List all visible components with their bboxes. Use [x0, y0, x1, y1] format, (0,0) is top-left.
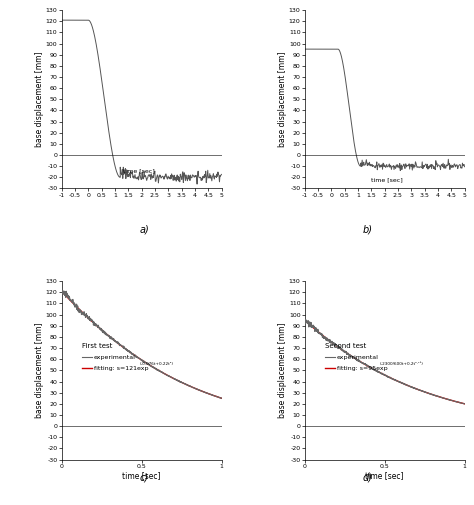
Text: a): a) — [140, 225, 149, 235]
Text: time [sec]: time [sec] — [371, 177, 403, 182]
Text: (-0.076t+0.22t²): (-0.076t+0.22t²) — [139, 362, 173, 366]
Y-axis label: base displacement [mm]: base displacement [mm] — [36, 323, 44, 418]
Text: d): d) — [362, 472, 373, 482]
Y-axis label: base displacement [mm]: base displacement [mm] — [278, 323, 287, 418]
Y-axis label: base displacement [mm]: base displacement [mm] — [278, 52, 287, 147]
Text: fitting: s=95exp: fitting: s=95exp — [337, 366, 387, 371]
Text: Second test: Second test — [326, 343, 367, 349]
Text: b): b) — [362, 225, 373, 235]
Text: time [sec]: time [sec] — [123, 168, 155, 173]
Text: experimental: experimental — [93, 355, 136, 360]
Y-axis label: base displacement [mm]: base displacement [mm] — [36, 52, 44, 147]
Text: (-2300/600t+0.2t²·¹⁶): (-2300/600t+0.2t²·¹⁶) — [380, 362, 424, 366]
X-axis label: time [sec]: time [sec] — [365, 472, 404, 480]
Text: First test: First test — [82, 343, 113, 349]
Text: experimental: experimental — [337, 355, 379, 360]
Text: fitting: s=121exp: fitting: s=121exp — [93, 366, 148, 371]
X-axis label: time [sec]: time [sec] — [122, 472, 161, 480]
Text: c): c) — [140, 472, 149, 482]
